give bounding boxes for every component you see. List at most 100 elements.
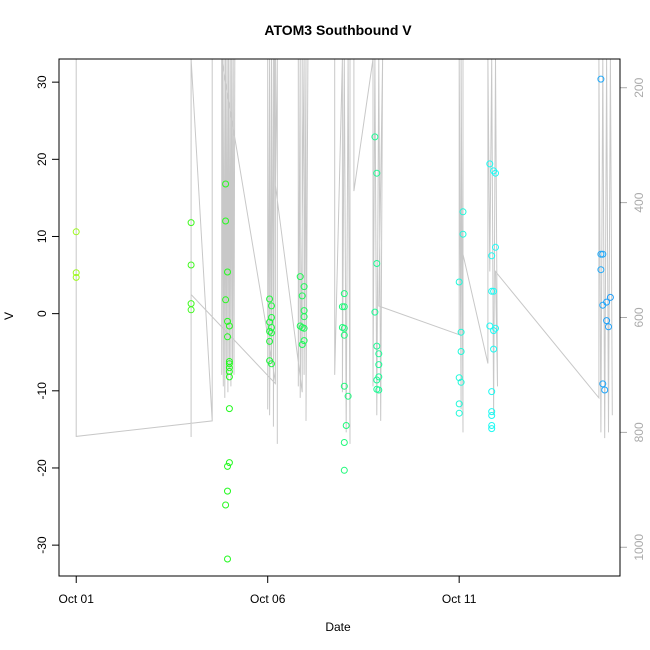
y-tick-label: -20 [35,459,49,477]
data-point [340,303,348,311]
data-point [340,290,348,298]
data-point [375,386,383,394]
data-point [266,337,274,345]
data-point [300,313,308,321]
data-point [340,382,348,390]
data-point [225,322,233,330]
plot-border [58,58,621,577]
data-point [268,360,275,368]
data-point [488,425,496,433]
data-point [72,269,80,277]
depth-series-line [75,58,613,444]
data-point [225,368,233,375]
right-tick-label: 800 [632,422,646,442]
data-point [268,314,275,321]
right-tick-label: 400 [632,192,646,212]
data-point [488,388,496,396]
data-point [457,328,465,336]
data-point [72,228,80,236]
data-point [340,331,348,339]
data-point [340,439,348,446]
data-point [597,266,605,274]
data-point [187,261,195,269]
data-point [373,342,381,350]
data-point [225,405,233,413]
data-point [224,555,231,563]
data-point [455,409,463,417]
data-point [224,268,231,276]
data-point [300,283,308,291]
data-point [187,306,195,314]
data-point [459,230,467,238]
data-point [605,323,612,331]
data-point [224,462,231,470]
data-point [375,361,383,369]
data-point [224,333,231,341]
x-tick-label: Oct 11 [442,592,477,606]
data-point [72,273,80,281]
data-point [373,260,381,267]
data-point [375,373,383,381]
data-point [488,287,496,295]
data-point-layer [72,75,614,563]
data-point [338,324,346,331]
data-point [486,322,494,330]
data-point [344,392,352,400]
data-point [222,501,230,509]
data-point [225,459,233,467]
data-point [187,219,195,227]
data-point [373,169,381,177]
x-tick-label: Oct 01 [59,592,95,606]
data-point [603,298,611,306]
data-point [340,466,348,474]
data-point [606,293,614,301]
data-point [599,250,607,258]
data-point [490,345,498,353]
data-point [603,317,611,325]
data-point [371,133,379,141]
data-point [457,378,465,386]
x-axis-label: Date [325,620,351,634]
data-point [488,252,496,260]
data-point [338,303,346,311]
data-point [492,243,499,251]
right-tick-label: 600 [632,307,646,327]
data-point [490,287,498,295]
data-point [296,322,304,330]
data-point [486,160,494,168]
data-point [455,278,463,286]
data-point [268,324,275,331]
data-point [268,302,275,310]
data-point [599,380,607,388]
y-tick-label: 30 [35,75,49,89]
y-tick-label: 20 [35,152,49,166]
data-point [457,348,465,355]
data-point [225,360,233,368]
data-point [455,374,463,382]
data-point [300,324,308,332]
data-point [490,327,498,335]
data-point [222,217,230,225]
x-tick-label: Oct 06 [250,592,286,606]
data-point [268,329,275,337]
data-point [266,295,274,303]
data-point [459,208,467,216]
data-point [222,180,230,188]
chart-title: ATOM3 Southbound V [264,22,412,38]
y-tick-label: -10 [35,382,49,400]
data-point [298,292,306,300]
data-point [342,422,350,429]
data-point [492,324,499,332]
data-point [488,408,496,416]
data-point [225,358,233,365]
data-point [296,273,304,281]
data-point [488,422,496,429]
data-point [490,167,498,175]
data-point [455,400,463,408]
y-tick-label: 10 [35,229,49,243]
data-point [488,412,496,419]
data-point [492,169,499,177]
data-point [266,327,274,335]
data-point [300,337,308,345]
